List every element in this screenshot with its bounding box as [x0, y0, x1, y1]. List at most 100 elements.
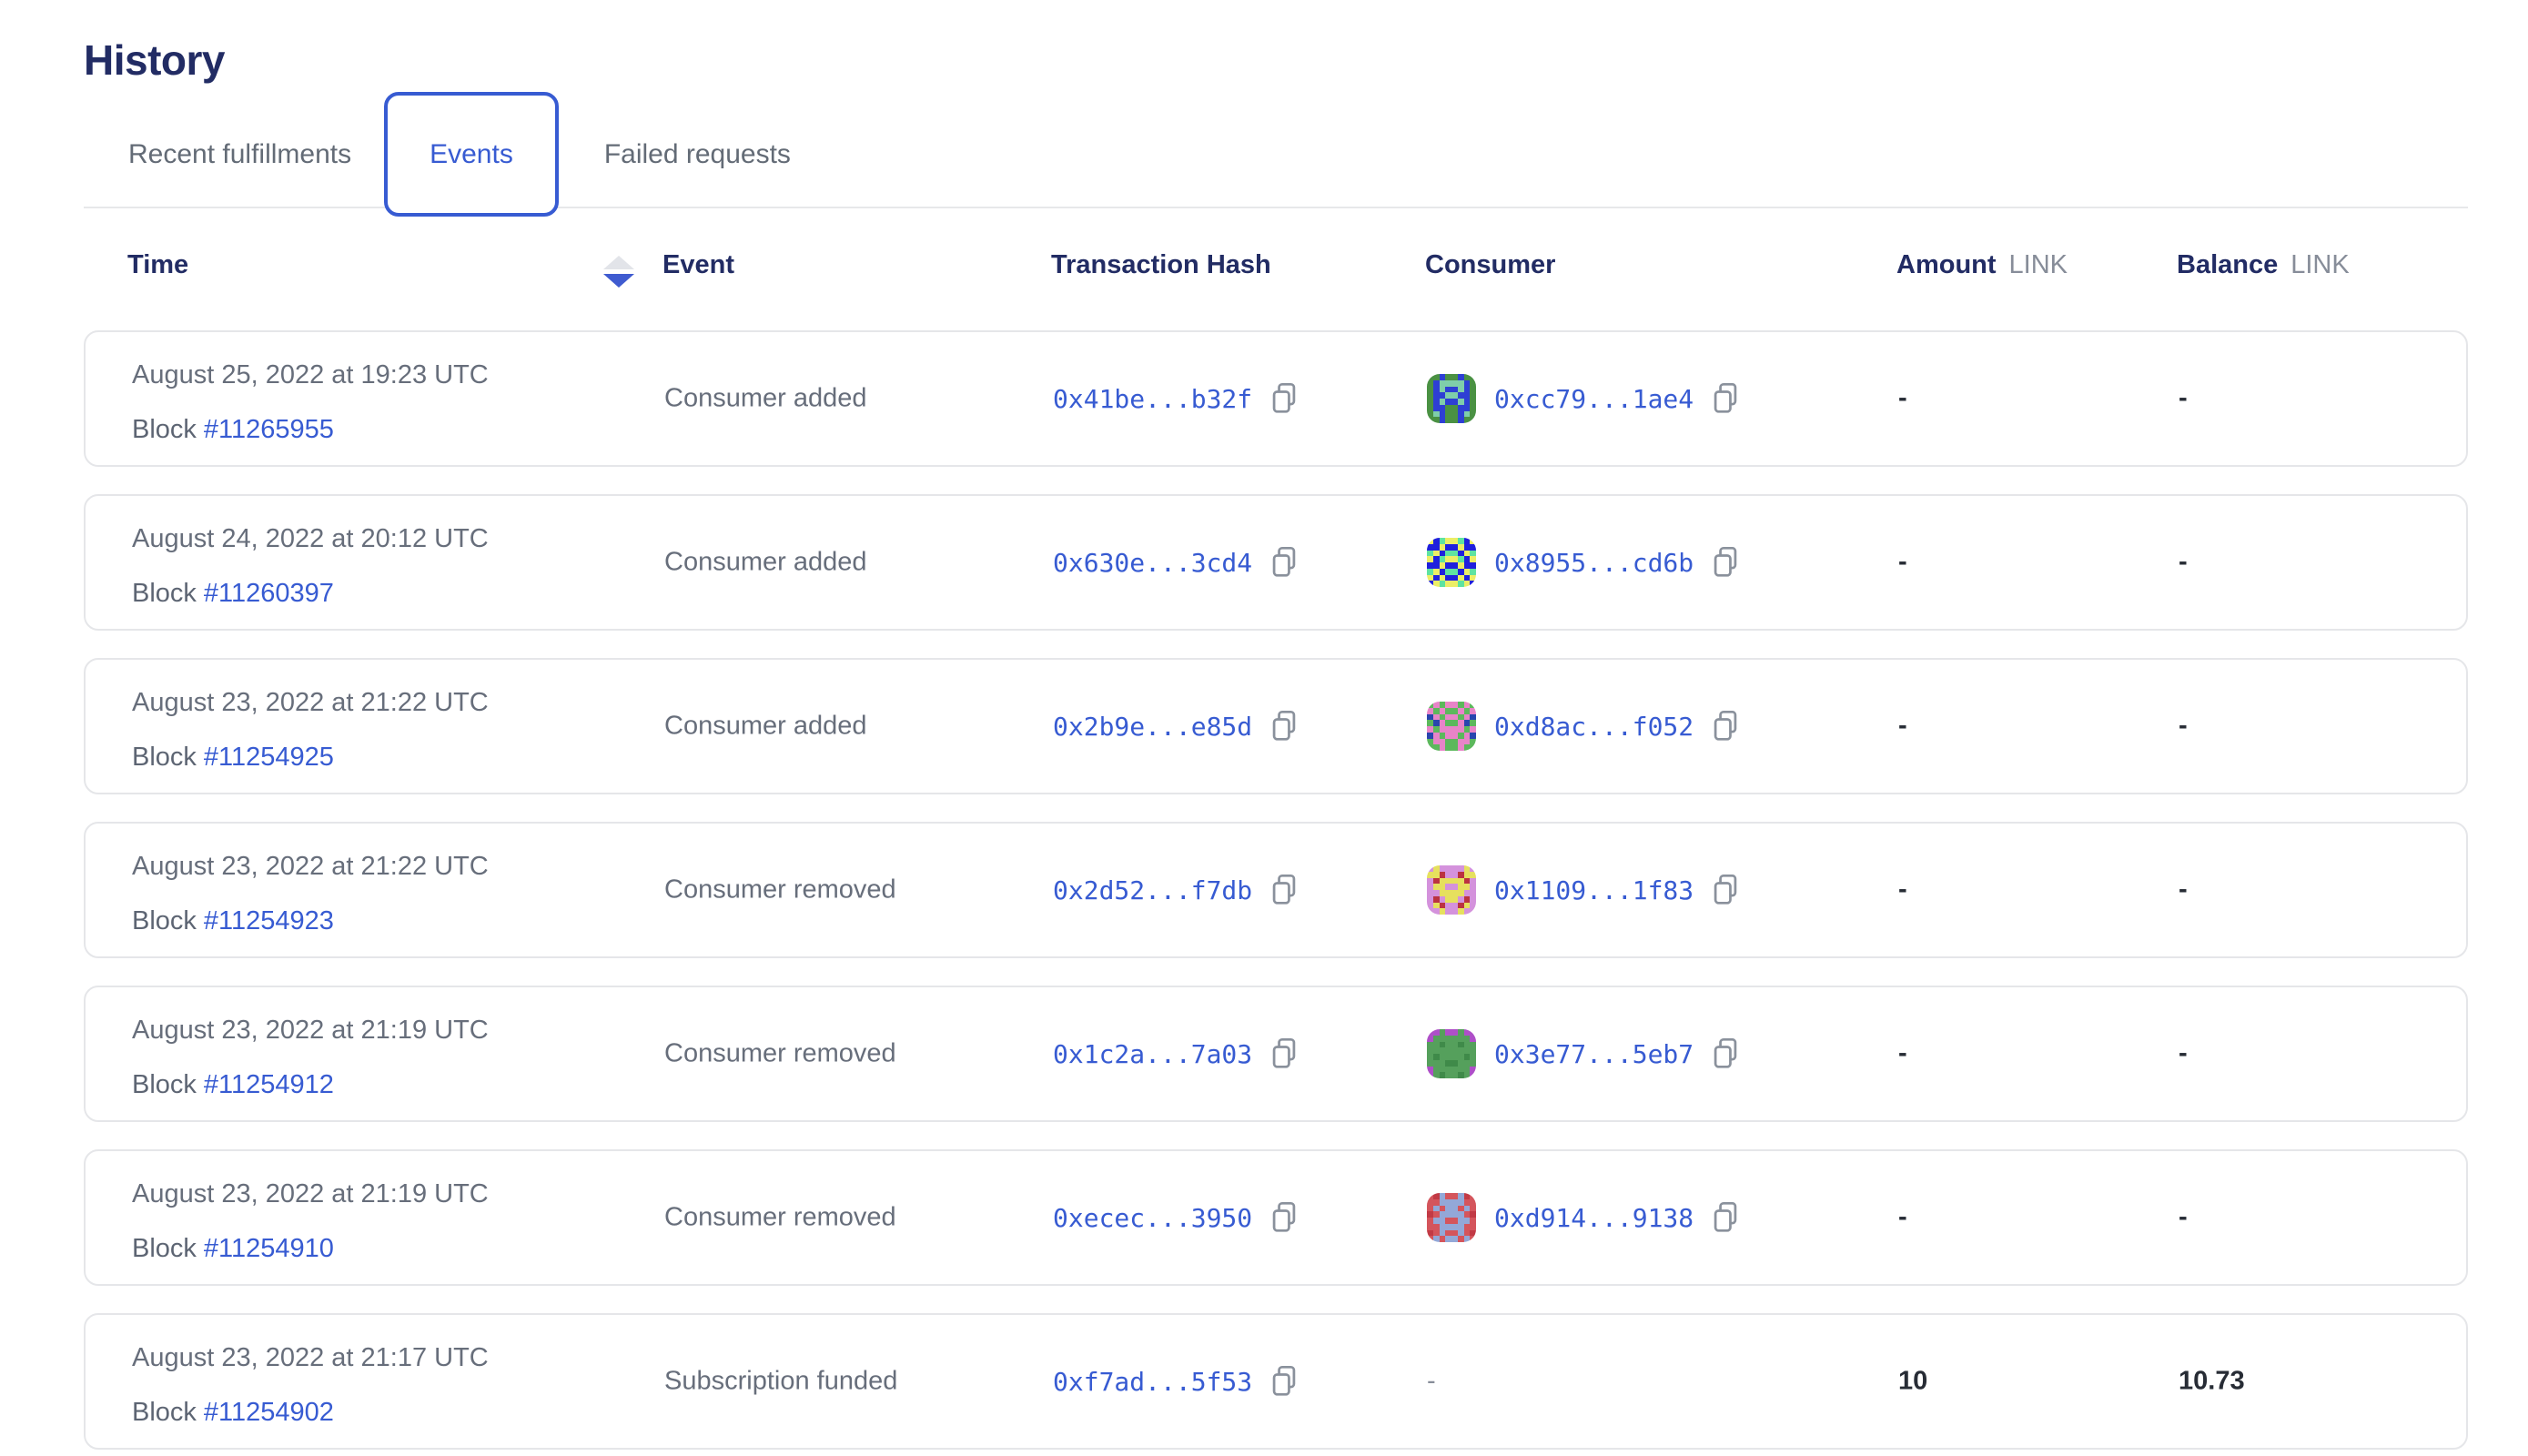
balance-link-unit: LINK [2290, 250, 2350, 279]
block-number-link[interactable]: #11265955 [203, 415, 334, 444]
copy-icon[interactable] [1712, 1037, 1739, 1070]
table-row: August 23, 2022 at 21:19 UTC Block #11254… [84, 1149, 2468, 1286]
copy-icon[interactable] [1712, 382, 1739, 415]
transaction-hash-link[interactable]: 0x1c2a...7a03 [1053, 1038, 1253, 1069]
sort-descending-arrow-icon [603, 274, 634, 288]
balance-value: - [2179, 547, 2188, 577]
copy-icon[interactable] [1270, 1037, 1298, 1070]
history-tabs: Recent fulfillments Events Failed reques… [84, 92, 791, 217]
consumer-address-link[interactable]: 0x3e77...5eb7 [1494, 1038, 1694, 1069]
tabs-divider [84, 207, 2468, 208]
transaction-hash-link[interactable]: 0x2b9e...e85d [1053, 711, 1253, 742]
tab-recent-fulfillments[interactable]: Recent fulfillments [128, 138, 352, 169]
block-label: Block [132, 906, 197, 935]
time-cell: August 23, 2022 at 21:17 UTC Block #11254… [132, 1343, 489, 1428]
block-line: Block #11254912 [132, 1070, 489, 1100]
block-label: Block [132, 415, 197, 444]
consumer-empty-dash: - [1427, 1366, 1436, 1396]
consumer-cell: 0xd8ac...f052 [1427, 702, 1739, 751]
consumer-identicon [1427, 1029, 1476, 1078]
tab-events[interactable]: Events [384, 92, 559, 217]
sort-ascending-arrow-icon [603, 256, 634, 269]
transaction-hash-cell: 0x2b9e...e85d [1053, 710, 1298, 743]
consumer-address-link[interactable]: 0x1109...1f83 [1494, 875, 1694, 905]
block-number-link[interactable]: #11254912 [203, 1070, 334, 1099]
consumer-address-link[interactable]: 0xcc79...1ae4 [1494, 383, 1694, 414]
amount-value: - [1898, 1202, 1907, 1232]
table-row: August 24, 2022 at 20:12 UTC Block #11260… [84, 494, 2468, 631]
block-number-link[interactable]: #11254925 [203, 743, 334, 772]
block-number-link[interactable]: #11260397 [203, 579, 334, 608]
block-label: Block [132, 579, 197, 608]
copy-icon[interactable] [1712, 546, 1739, 579]
time-cell: August 23, 2022 at 21:22 UTC Block #11254… [132, 688, 489, 773]
balance-value: - [2179, 1202, 2188, 1232]
transaction-hash-link[interactable]: 0xecec...3950 [1053, 1202, 1253, 1233]
copy-icon[interactable] [1270, 382, 1298, 415]
copy-icon[interactable] [1270, 546, 1298, 579]
time-cell: August 24, 2022 at 20:12 UTC Block #11260… [132, 524, 489, 609]
copy-icon[interactable] [1712, 710, 1739, 743]
consumer-identicon [1427, 538, 1476, 587]
column-label-balance: Balance [2177, 250, 2279, 279]
block-line: Block #11254925 [132, 743, 489, 773]
event-date: August 23, 2022 at 21:19 UTC [132, 1179, 489, 1208]
column-header-time[interactable]: Time [127, 250, 188, 280]
event-date: August 23, 2022 at 21:22 UTC [132, 688, 489, 717]
event-type: Consumer added [664, 383, 867, 413]
consumer-address-link[interactable]: 0x8955...cd6b [1494, 547, 1694, 578]
consumer-cell: 0x3e77...5eb7 [1427, 1029, 1739, 1078]
consumer-cell: 0xd914...9138 [1427, 1193, 1739, 1242]
consumer-identicon [1427, 1193, 1476, 1242]
time-cell: August 25, 2022 at 19:23 UTC Block #11265… [132, 360, 489, 445]
consumer-cell: 0x1109...1f83 [1427, 865, 1739, 915]
transaction-hash-link[interactable]: 0xf7ad...5f53 [1053, 1366, 1253, 1397]
transaction-hash-cell: 0x1c2a...7a03 [1053, 1037, 1298, 1070]
event-date: August 23, 2022 at 21:17 UTC [132, 1343, 489, 1372]
transaction-hash-cell: 0xecec...3950 [1053, 1201, 1298, 1234]
amount-value: - [1898, 547, 1907, 577]
event-date: August 23, 2022 at 21:22 UTC [132, 852, 489, 881]
block-line: Block #11265955 [132, 415, 489, 445]
time-cell: August 23, 2022 at 21:19 UTC Block #11254… [132, 1016, 489, 1100]
block-line: Block #11254902 [132, 1398, 489, 1428]
transaction-hash-link[interactable]: 0x2d52...f7db [1053, 875, 1253, 905]
table-row: August 23, 2022 at 21:19 UTC Block #11254… [84, 986, 2468, 1122]
copy-icon[interactable] [1712, 1201, 1739, 1234]
balance-value: - [2179, 383, 2188, 413]
copy-icon[interactable] [1712, 874, 1739, 906]
block-number-link[interactable]: #11254902 [203, 1398, 334, 1427]
event-type: Consumer removed [664, 1202, 896, 1232]
event-date: August 23, 2022 at 21:19 UTC [132, 1016, 489, 1045]
transaction-hash-link[interactable]: 0x41be...b32f [1053, 383, 1253, 414]
transaction-hash-cell: 0x630e...3cd4 [1053, 546, 1298, 579]
consumer-address-link[interactable]: 0xd914...9138 [1494, 1202, 1694, 1233]
consumer-address-link[interactable]: 0xd8ac...f052 [1494, 711, 1694, 742]
amount-value: - [1898, 383, 1907, 413]
event-type: Consumer removed [664, 875, 896, 905]
event-date: August 25, 2022 at 19:23 UTC [132, 360, 489, 389]
consumer-identicon [1427, 374, 1476, 423]
copy-icon[interactable] [1270, 874, 1298, 906]
block-number-link[interactable]: #11254923 [203, 906, 334, 935]
balance-value: - [2179, 875, 2188, 905]
copy-icon[interactable] [1270, 1365, 1298, 1398]
amount-value: - [1898, 711, 1907, 741]
copy-icon[interactable] [1270, 1201, 1298, 1234]
event-type: Consumer added [664, 547, 867, 577]
column-header-consumer: Consumer [1425, 250, 1556, 279]
column-header-amount: Amount LINK [1896, 250, 2068, 280]
transaction-hash-link[interactable]: 0x630e...3cd4 [1053, 547, 1253, 578]
block-label: Block [132, 743, 197, 772]
balance-value: - [2179, 711, 2188, 741]
tab-failed-requests[interactable]: Failed requests [603, 138, 791, 169]
page-title: History [84, 35, 225, 84]
copy-icon[interactable] [1270, 710, 1298, 743]
balance-value: 10.73 [2179, 1366, 2245, 1396]
table-row: August 23, 2022 at 21:22 UTC Block #11254… [84, 822, 2468, 958]
consumer-cell: - [1427, 1367, 1436, 1397]
block-number-link[interactable]: #11254910 [203, 1234, 334, 1263]
sort-descending-icon[interactable] [603, 256, 634, 288]
consumer-cell: 0x8955...cd6b [1427, 538, 1739, 587]
block-label: Block [132, 1398, 197, 1427]
